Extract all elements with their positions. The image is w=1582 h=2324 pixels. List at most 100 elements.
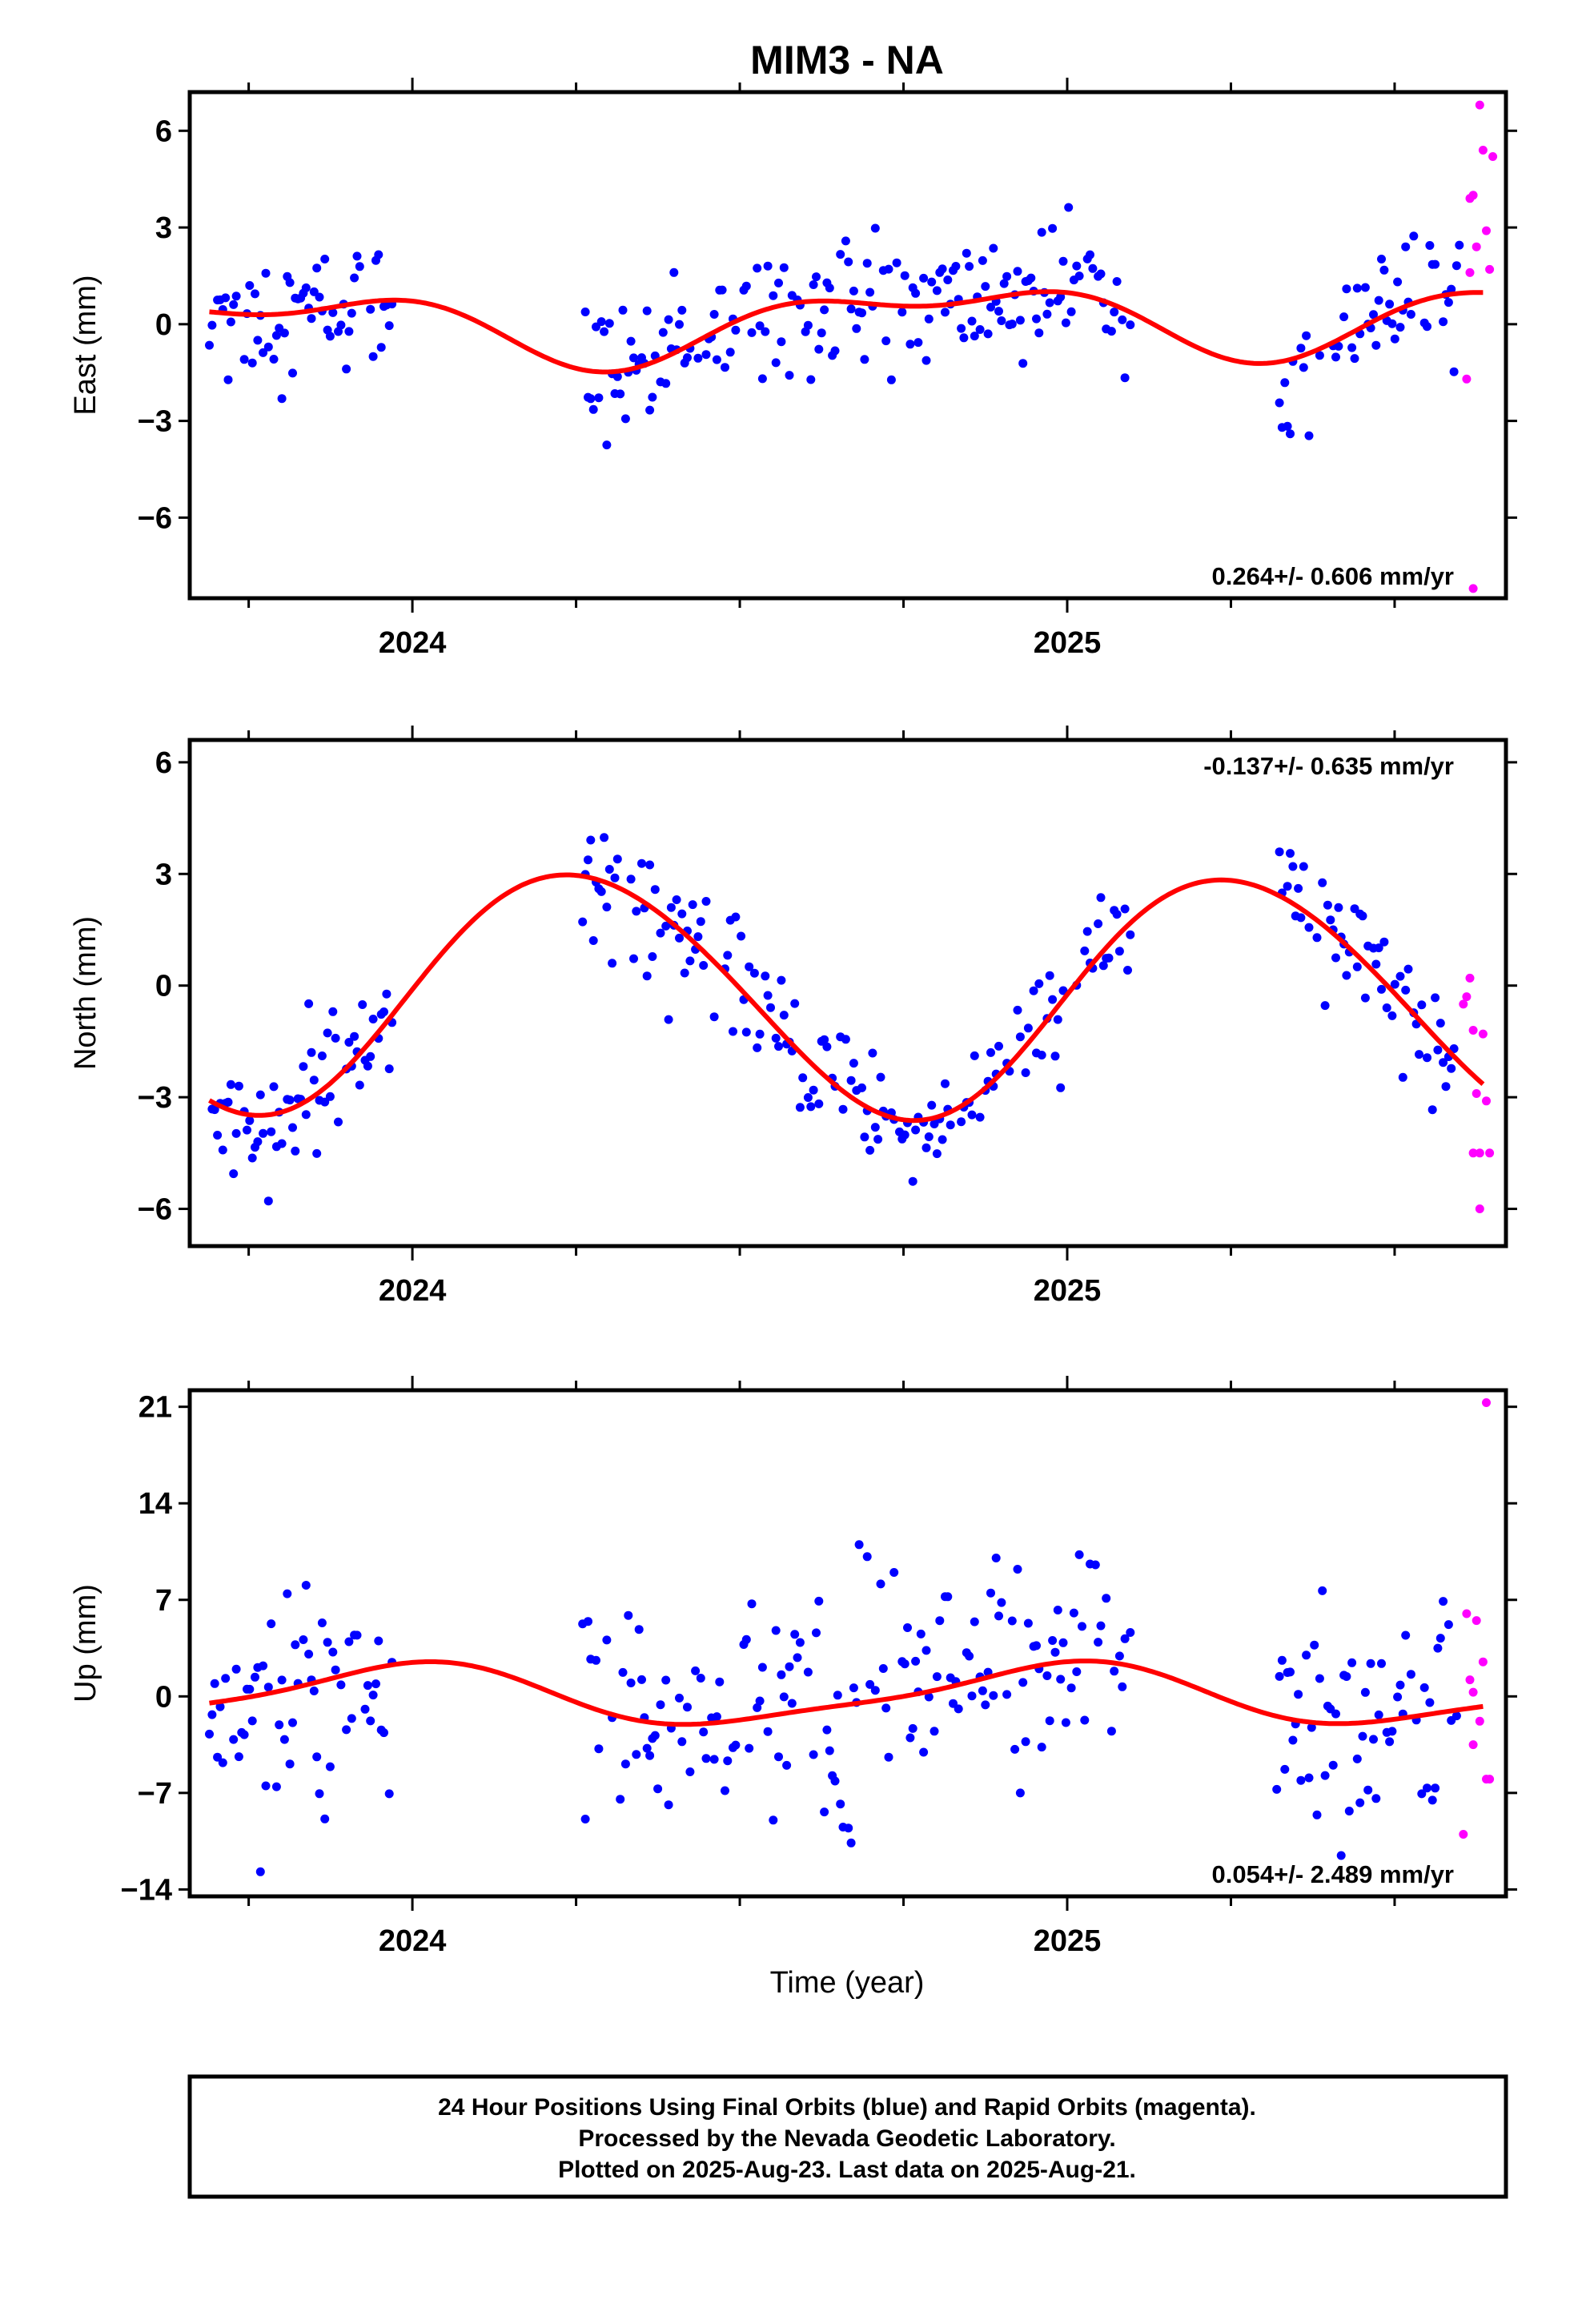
data-point: [323, 1638, 332, 1647]
data-point: [1415, 1050, 1423, 1059]
data-point: [1323, 900, 1332, 910]
data-point: [355, 262, 364, 271]
data-point: [1286, 1667, 1295, 1677]
data-point: [1302, 331, 1311, 340]
data-point: [645, 860, 655, 870]
data-point: [210, 1105, 219, 1115]
data-point: [1431, 259, 1440, 269]
data-point: [675, 933, 684, 943]
data-point: [331, 1033, 340, 1043]
data-point: [580, 1815, 590, 1823]
rapid-orbit-points: [1462, 100, 1498, 593]
data-point: [921, 1646, 931, 1655]
rapid-point: [1485, 1775, 1495, 1784]
data-point: [309, 1076, 319, 1085]
data-point: [1120, 904, 1130, 914]
footer-line-3: Plotted on 2025-Aug-23. Last data on 202…: [558, 2157, 1136, 2183]
data-point: [930, 1727, 939, 1736]
data-point: [1007, 1616, 1017, 1626]
data-point: [1123, 966, 1132, 975]
data-point: [970, 1617, 979, 1626]
data-point: [1393, 1692, 1403, 1702]
data-point: [1423, 322, 1431, 332]
data-point: [239, 355, 249, 364]
data-point: [1417, 1000, 1427, 1010]
data-point: [849, 1059, 858, 1068]
data-point: [943, 1592, 953, 1602]
data-point: [806, 1102, 816, 1112]
data-point: [320, 255, 330, 263]
data-point: [886, 375, 896, 384]
data-point: [1053, 1015, 1062, 1024]
data-point: [315, 292, 324, 302]
data-point: [771, 358, 781, 368]
data-point: [366, 1051, 375, 1061]
rapid-point: [1468, 1026, 1478, 1035]
data-point: [1286, 849, 1295, 858]
data-point: [261, 268, 271, 278]
data-point: [231, 1664, 241, 1674]
data-point: [1318, 1586, 1327, 1595]
data-point: [1118, 1682, 1127, 1691]
data-point: [1272, 1784, 1282, 1794]
data-point: [677, 1737, 687, 1747]
data-point: [841, 236, 850, 246]
data-point: [1342, 1672, 1351, 1681]
data-point: [612, 372, 622, 381]
data-point: [833, 1691, 842, 1700]
data-point: [285, 1096, 295, 1105]
data-point: [1050, 1647, 1060, 1657]
data-point: [913, 338, 923, 348]
data-point: [723, 951, 733, 960]
data-point: [226, 317, 235, 327]
data-point: [763, 1727, 773, 1736]
data-point: [1021, 1068, 1030, 1077]
data-point: [884, 264, 893, 274]
data-point: [1080, 946, 1090, 955]
data-point: [820, 1035, 829, 1044]
data-point: [1377, 255, 1386, 263]
data-point: [683, 1703, 692, 1712]
data-point: [949, 1699, 958, 1708]
data-point: [277, 394, 287, 404]
data-point: [1304, 1773, 1314, 1783]
data-point: [317, 1051, 327, 1060]
data-point: [737, 931, 746, 941]
data-point: [207, 320, 217, 330]
data-point: [1312, 1810, 1322, 1819]
panel-east: −6 −3 0 3 6 2024 2025 East (mm) 0.264+/- 0.606 m…: [69, 78, 1517, 660]
y-tick-label: −6: [138, 501, 172, 535]
data-point: [1360, 283, 1370, 292]
data-point: [277, 1139, 287, 1148]
data-point: [251, 1672, 259, 1682]
data-point: [586, 835, 596, 845]
data-point: [288, 1123, 297, 1132]
data-point: [793, 1653, 802, 1663]
data-point: [616, 1795, 625, 1804]
data-point: [309, 287, 319, 296]
data-point: [1048, 995, 1058, 1004]
rapid-point: [1478, 1657, 1488, 1667]
data-point: [658, 328, 668, 337]
data-point: [957, 324, 966, 333]
data-point: [328, 1647, 338, 1657]
data-point: [809, 1085, 818, 1095]
data-point: [790, 1630, 800, 1639]
data-point: [656, 1700, 665, 1710]
data-point: [213, 1752, 223, 1762]
data-point: [213, 1131, 223, 1140]
data-point: [1312, 933, 1322, 943]
data-point: [1423, 1783, 1431, 1793]
data-point: [878, 1664, 888, 1673]
data-point: [825, 283, 834, 293]
data-point: [1439, 1058, 1448, 1068]
data-point: [592, 1655, 600, 1665]
data-point: [642, 306, 652, 316]
y-tick-label: 0: [155, 970, 172, 1003]
x-tick-label: 2024: [379, 1924, 447, 1958]
data-point: [981, 282, 990, 292]
rapid-point: [1459, 1830, 1468, 1839]
data-point: [924, 1692, 934, 1702]
data-point: [1296, 1775, 1306, 1785]
data-point: [677, 305, 687, 315]
